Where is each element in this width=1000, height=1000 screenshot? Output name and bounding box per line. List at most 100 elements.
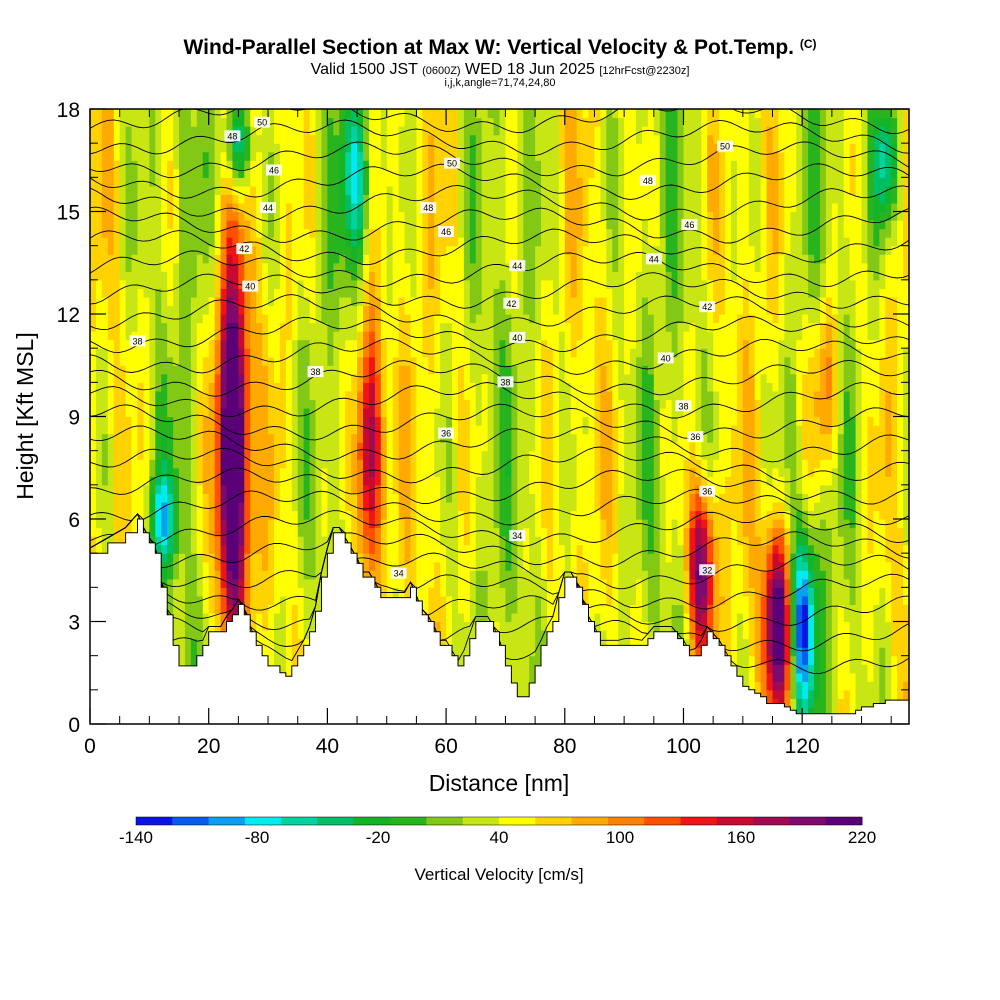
velocity-cell — [196, 390, 204, 486]
velocity-cell — [363, 109, 370, 161]
velocity-cell — [802, 578, 809, 597]
velocity-cell — [855, 109, 863, 349]
velocity-cell — [303, 339, 311, 409]
velocity-cell — [220, 262, 228, 289]
velocity-cell — [754, 109, 762, 119]
velocity-cell — [819, 519, 827, 571]
velocity-cell — [268, 433, 275, 520]
theta-contour — [90, 425, 909, 463]
velocity-cell — [671, 109, 679, 298]
velocity-cell — [220, 314, 228, 341]
velocity-cell — [363, 194, 370, 230]
velocity-cell — [825, 459, 833, 486]
velocity-cell — [713, 390, 720, 460]
velocity-cell — [796, 570, 803, 588]
velocity-cell — [202, 151, 210, 178]
velocity-cell — [95, 348, 103, 529]
velocity-cell — [570, 433, 578, 512]
velocity-cell — [422, 109, 429, 358]
velocity-cell — [730, 160, 738, 281]
velocity-cell — [220, 117, 228, 153]
velocity-cell — [891, 177, 898, 204]
velocity-cell — [398, 519, 406, 571]
velocity-cell — [825, 296, 833, 324]
velocity-cell — [226, 160, 234, 170]
contour-label: 50 — [257, 118, 267, 128]
velocity-cell — [173, 168, 180, 264]
theta-contour — [90, 206, 909, 244]
velocity-cell — [814, 262, 821, 298]
velocity-cell — [885, 185, 892, 204]
velocity-cell — [214, 536, 222, 571]
velocity-cell — [250, 553, 257, 640]
velocity-cell — [873, 510, 880, 606]
velocity-cell — [600, 519, 607, 580]
velocity-cell — [155, 109, 162, 289]
velocity-cell — [891, 117, 898, 144]
velocity-cell — [351, 433, 358, 494]
velocity-cell — [825, 109, 833, 255]
velocity-cell — [232, 194, 239, 204]
velocity-cell — [707, 390, 714, 443]
velocity-cell — [101, 237, 109, 298]
velocity-cell — [707, 442, 714, 477]
velocity-cell — [238, 501, 245, 546]
velocity-cell — [487, 109, 495, 119]
velocity-cell — [232, 109, 239, 119]
velocity-cell — [244, 185, 251, 196]
velocity-cell — [232, 220, 239, 247]
velocity-cell — [107, 109, 115, 255]
velocity-cell — [843, 519, 851, 580]
velocity-cell — [665, 399, 673, 563]
contour-label: 36 — [702, 487, 712, 497]
velocity-cell — [208, 109, 216, 247]
velocity-cell — [819, 433, 827, 460]
velocity-cell — [802, 536, 809, 546]
velocity-cell — [434, 109, 441, 315]
velocity-cell — [232, 202, 239, 213]
velocity-cell — [226, 570, 234, 588]
velocity-cell — [707, 561, 714, 606]
velocity-cell — [434, 476, 441, 563]
velocity-cell — [588, 177, 596, 699]
velocity-cell — [220, 519, 228, 546]
velocity-cell — [814, 467, 821, 503]
velocity-cell — [161, 322, 168, 375]
velocity-cell — [873, 194, 880, 221]
velocity-cell — [339, 109, 346, 144]
velocity-cell — [232, 604, 239, 623]
velocity-cell — [161, 536, 168, 546]
velocity-cell — [155, 536, 162, 546]
velocity-cell — [119, 365, 127, 614]
velocity-cell — [719, 151, 726, 315]
velocity-cell — [636, 271, 643, 358]
contour-label-bg — [307, 366, 324, 378]
velocity-cell — [161, 484, 168, 503]
velocity-cell — [796, 544, 803, 554]
velocity-cell — [819, 484, 827, 520]
velocity-cell — [457, 237, 465, 366]
velocity-cell — [784, 510, 791, 529]
velocity-cell — [849, 194, 857, 281]
velocity-cell — [808, 587, 815, 606]
velocity-cell — [363, 331, 370, 358]
velocity-cell — [713, 254, 720, 324]
velocity-cell — [701, 501, 708, 512]
velocity-cell — [582, 117, 590, 247]
contour-label: 50 — [447, 159, 457, 169]
velocity-cell — [879, 288, 886, 358]
velocity-cell — [107, 433, 115, 546]
velocity-cell — [179, 553, 186, 665]
velocity-cell — [808, 570, 815, 588]
velocity-cell — [517, 109, 524, 724]
colorbar-swatch — [571, 817, 609, 825]
velocity-cell — [831, 109, 839, 204]
velocity-cell — [101, 296, 109, 349]
velocity-cell — [291, 109, 299, 341]
velocity-cell — [891, 655, 898, 724]
colorbar-tick-label: 100 — [606, 828, 634, 847]
velocity-cell — [440, 109, 447, 255]
velocity-cell — [398, 126, 406, 213]
velocity-cell — [695, 544, 702, 571]
velocity-cell — [837, 536, 845, 606]
